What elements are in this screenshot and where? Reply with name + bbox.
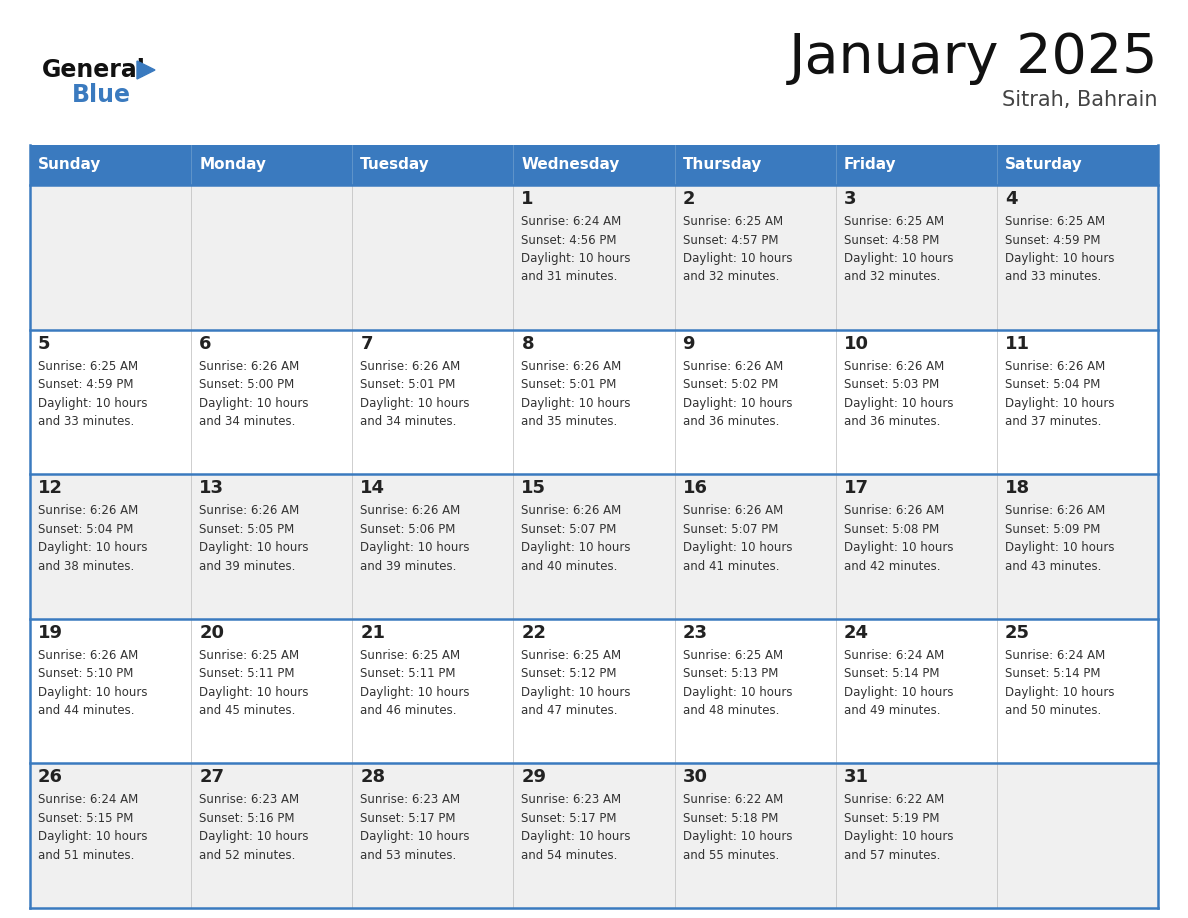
Text: Sunrise: 6:24 AM
Sunset: 5:15 PM
Daylight: 10 hours
and 51 minutes.: Sunrise: 6:24 AM Sunset: 5:15 PM Dayligh… (38, 793, 147, 862)
Text: 17: 17 (843, 479, 868, 498)
Text: 2: 2 (683, 190, 695, 208)
Text: 21: 21 (360, 624, 385, 642)
Text: 6: 6 (200, 334, 211, 353)
Text: Sunrise: 6:26 AM
Sunset: 5:04 PM
Daylight: 10 hours
and 37 minutes.: Sunrise: 6:26 AM Sunset: 5:04 PM Dayligh… (1005, 360, 1114, 428)
Text: Sunrise: 6:26 AM
Sunset: 5:00 PM
Daylight: 10 hours
and 34 minutes.: Sunrise: 6:26 AM Sunset: 5:00 PM Dayligh… (200, 360, 309, 428)
Text: 10: 10 (843, 334, 868, 353)
Text: 7: 7 (360, 334, 373, 353)
Text: Sunrise: 6:26 AM
Sunset: 5:09 PM
Daylight: 10 hours
and 43 minutes.: Sunrise: 6:26 AM Sunset: 5:09 PM Dayligh… (1005, 504, 1114, 573)
Bar (997, 145, 1158, 185)
Text: 15: 15 (522, 479, 546, 498)
Text: Sunrise: 6:25 AM
Sunset: 5:11 PM
Daylight: 10 hours
and 46 minutes.: Sunrise: 6:25 AM Sunset: 5:11 PM Dayligh… (360, 649, 469, 717)
Text: 13: 13 (200, 479, 225, 498)
Bar (30, 619, 1158, 764)
Text: Sunday: Sunday (38, 158, 101, 173)
Text: Sunrise: 6:26 AM
Sunset: 5:05 PM
Daylight: 10 hours
and 39 minutes.: Sunrise: 6:26 AM Sunset: 5:05 PM Dayligh… (200, 504, 309, 573)
Text: Thursday: Thursday (683, 158, 762, 173)
Text: Sunrise: 6:26 AM
Sunset: 5:03 PM
Daylight: 10 hours
and 36 minutes.: Sunrise: 6:26 AM Sunset: 5:03 PM Dayligh… (843, 360, 953, 428)
Text: 9: 9 (683, 334, 695, 353)
Text: 30: 30 (683, 768, 708, 787)
Text: Sunrise: 6:25 AM
Sunset: 4:57 PM
Daylight: 10 hours
and 32 minutes.: Sunrise: 6:25 AM Sunset: 4:57 PM Dayligh… (683, 215, 792, 284)
Text: Sunrise: 6:22 AM
Sunset: 5:19 PM
Daylight: 10 hours
and 57 minutes.: Sunrise: 6:22 AM Sunset: 5:19 PM Dayligh… (843, 793, 953, 862)
Text: Sunrise: 6:25 AM
Sunset: 5:11 PM
Daylight: 10 hours
and 45 minutes.: Sunrise: 6:25 AM Sunset: 5:11 PM Dayligh… (200, 649, 309, 717)
Bar (30, 145, 191, 185)
Text: Friday: Friday (843, 158, 896, 173)
Text: Wednesday: Wednesday (522, 158, 620, 173)
Text: General: General (42, 58, 146, 82)
Text: 5: 5 (38, 334, 51, 353)
Text: Sunrise: 6:24 AM
Sunset: 4:56 PM
Daylight: 10 hours
and 31 minutes.: Sunrise: 6:24 AM Sunset: 4:56 PM Dayligh… (522, 215, 631, 284)
Text: Sunrise: 6:26 AM
Sunset: 5:07 PM
Daylight: 10 hours
and 41 minutes.: Sunrise: 6:26 AM Sunset: 5:07 PM Dayligh… (683, 504, 792, 573)
Text: Sunrise: 6:23 AM
Sunset: 5:16 PM
Daylight: 10 hours
and 52 minutes.: Sunrise: 6:23 AM Sunset: 5:16 PM Dayligh… (200, 793, 309, 862)
Text: Blue: Blue (72, 83, 131, 107)
Bar (30, 764, 1158, 908)
Text: Sunrise: 6:26 AM
Sunset: 5:08 PM
Daylight: 10 hours
and 42 minutes.: Sunrise: 6:26 AM Sunset: 5:08 PM Dayligh… (843, 504, 953, 573)
Bar (191, 145, 353, 185)
Text: Sunrise: 6:25 AM
Sunset: 4:58 PM
Daylight: 10 hours
and 32 minutes.: Sunrise: 6:25 AM Sunset: 4:58 PM Dayligh… (843, 215, 953, 284)
Bar (353, 145, 513, 185)
Text: Sunrise: 6:25 AM
Sunset: 4:59 PM
Daylight: 10 hours
and 33 minutes.: Sunrise: 6:25 AM Sunset: 4:59 PM Dayligh… (1005, 215, 1114, 284)
Text: 16: 16 (683, 479, 708, 498)
Text: 26: 26 (38, 768, 63, 787)
Text: Sunrise: 6:22 AM
Sunset: 5:18 PM
Daylight: 10 hours
and 55 minutes.: Sunrise: 6:22 AM Sunset: 5:18 PM Dayligh… (683, 793, 792, 862)
Bar (675, 145, 835, 185)
Text: 25: 25 (1005, 624, 1030, 642)
Text: Sunrise: 6:25 AM
Sunset: 5:12 PM
Daylight: 10 hours
and 47 minutes.: Sunrise: 6:25 AM Sunset: 5:12 PM Dayligh… (522, 649, 631, 717)
Text: 20: 20 (200, 624, 225, 642)
Text: 24: 24 (843, 624, 868, 642)
Text: 8: 8 (522, 334, 535, 353)
Text: Sunrise: 6:25 AM
Sunset: 5:13 PM
Daylight: 10 hours
and 48 minutes.: Sunrise: 6:25 AM Sunset: 5:13 PM Dayligh… (683, 649, 792, 717)
Text: Sunrise: 6:23 AM
Sunset: 5:17 PM
Daylight: 10 hours
and 54 minutes.: Sunrise: 6:23 AM Sunset: 5:17 PM Dayligh… (522, 793, 631, 862)
Text: Sunrise: 6:24 AM
Sunset: 5:14 PM
Daylight: 10 hours
and 50 minutes.: Sunrise: 6:24 AM Sunset: 5:14 PM Dayligh… (1005, 649, 1114, 717)
Text: Sunrise: 6:26 AM
Sunset: 5:02 PM
Daylight: 10 hours
and 36 minutes.: Sunrise: 6:26 AM Sunset: 5:02 PM Dayligh… (683, 360, 792, 428)
Text: Sunrise: 6:26 AM
Sunset: 5:01 PM
Daylight: 10 hours
and 34 minutes.: Sunrise: 6:26 AM Sunset: 5:01 PM Dayligh… (360, 360, 469, 428)
Text: Saturday: Saturday (1005, 158, 1082, 173)
Text: January 2025: January 2025 (789, 31, 1158, 85)
Bar (30, 185, 1158, 330)
Text: 14: 14 (360, 479, 385, 498)
Polygon shape (137, 61, 154, 79)
Bar (30, 475, 1158, 619)
Text: Sunrise: 6:24 AM
Sunset: 5:14 PM
Daylight: 10 hours
and 49 minutes.: Sunrise: 6:24 AM Sunset: 5:14 PM Dayligh… (843, 649, 953, 717)
Text: Sunrise: 6:26 AM
Sunset: 5:06 PM
Daylight: 10 hours
and 39 minutes.: Sunrise: 6:26 AM Sunset: 5:06 PM Dayligh… (360, 504, 469, 573)
Text: Tuesday: Tuesday (360, 158, 430, 173)
Text: Sunrise: 6:26 AM
Sunset: 5:01 PM
Daylight: 10 hours
and 35 minutes.: Sunrise: 6:26 AM Sunset: 5:01 PM Dayligh… (522, 360, 631, 428)
Text: 29: 29 (522, 768, 546, 787)
Text: 22: 22 (522, 624, 546, 642)
Text: 1: 1 (522, 190, 533, 208)
Text: Sunrise: 6:26 AM
Sunset: 5:07 PM
Daylight: 10 hours
and 40 minutes.: Sunrise: 6:26 AM Sunset: 5:07 PM Dayligh… (522, 504, 631, 573)
Text: Monday: Monday (200, 158, 266, 173)
Text: Sunrise: 6:23 AM
Sunset: 5:17 PM
Daylight: 10 hours
and 53 minutes.: Sunrise: 6:23 AM Sunset: 5:17 PM Dayligh… (360, 793, 469, 862)
Text: Sunrise: 6:26 AM
Sunset: 5:10 PM
Daylight: 10 hours
and 44 minutes.: Sunrise: 6:26 AM Sunset: 5:10 PM Dayligh… (38, 649, 147, 717)
Bar (30, 330, 1158, 475)
Text: Sitrah, Bahrain: Sitrah, Bahrain (1003, 90, 1158, 110)
Text: 18: 18 (1005, 479, 1030, 498)
Text: 4: 4 (1005, 190, 1017, 208)
Text: 28: 28 (360, 768, 385, 787)
Text: 11: 11 (1005, 334, 1030, 353)
Text: 19: 19 (38, 624, 63, 642)
Text: Sunrise: 6:26 AM
Sunset: 5:04 PM
Daylight: 10 hours
and 38 minutes.: Sunrise: 6:26 AM Sunset: 5:04 PM Dayligh… (38, 504, 147, 573)
Bar (513, 145, 675, 185)
Text: 3: 3 (843, 190, 857, 208)
Text: 31: 31 (843, 768, 868, 787)
Text: 27: 27 (200, 768, 225, 787)
Text: Sunrise: 6:25 AM
Sunset: 4:59 PM
Daylight: 10 hours
and 33 minutes.: Sunrise: 6:25 AM Sunset: 4:59 PM Dayligh… (38, 360, 147, 428)
Bar (835, 145, 997, 185)
Text: 23: 23 (683, 624, 708, 642)
Text: 12: 12 (38, 479, 63, 498)
